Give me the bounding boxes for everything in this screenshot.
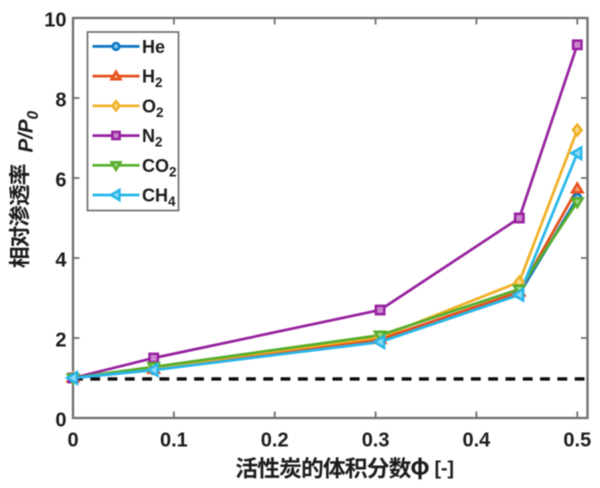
svg-text:0.2: 0.2 <box>261 430 289 452</box>
svg-text:0.1: 0.1 <box>160 430 188 452</box>
svg-text:CO2: CO2 <box>142 156 177 180</box>
svg-text:0.3: 0.3 <box>362 430 390 452</box>
svg-text:10: 10 <box>44 10 66 32</box>
svg-text:0.5: 0.5 <box>563 430 591 452</box>
svg-text:4: 4 <box>55 250 67 272</box>
svg-text:0: 0 <box>55 410 66 432</box>
svg-text:0: 0 <box>67 430 78 452</box>
svg-text:2: 2 <box>55 330 66 352</box>
svg-text:He: He <box>142 37 165 57</box>
svg-text:0.4: 0.4 <box>462 430 491 452</box>
svg-text:6: 6 <box>55 170 66 192</box>
svg-text:[-]: [-] <box>435 458 454 480</box>
svg-text:CH4: CH4 <box>142 186 176 210</box>
svg-text:8: 8 <box>55 90 66 112</box>
